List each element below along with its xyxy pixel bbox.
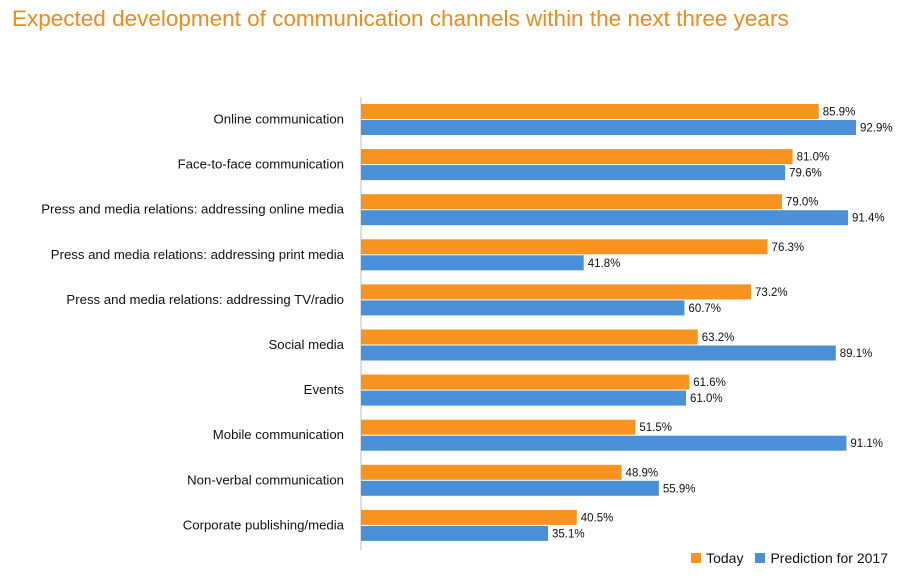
chart-title: Expected development of communication ch… <box>12 6 789 31</box>
category-label: Mobile communication <box>213 427 344 442</box>
bar-today <box>361 329 698 345</box>
legend-label-today: Today <box>706 550 744 566</box>
data-label-today: 81.0% <box>797 152 830 164</box>
data-label-today: 51.5% <box>639 422 672 434</box>
data-label-prediction: 35.1% <box>552 528 585 540</box>
data-label-today: 63.2% <box>702 332 735 344</box>
data-label-today: 73.2% <box>755 287 788 299</box>
bar-prediction <box>361 435 847 451</box>
bar-prediction <box>361 120 856 135</box>
data-label-prediction: 79.6% <box>789 168 822 180</box>
category-label: Face-to-face communication <box>178 157 344 172</box>
legend-label-prediction: Prediction for 2017 <box>770 550 888 566</box>
data-label-today: 76.3% <box>772 242 805 254</box>
bar-prediction <box>361 210 849 226</box>
bar-today <box>361 239 768 255</box>
bar-today <box>361 194 782 210</box>
bar-prediction <box>361 165 786 181</box>
bar-today <box>361 149 793 165</box>
category-label: Press and media relations: addressing pr… <box>51 247 345 262</box>
data-label-prediction: 89.1% <box>840 348 873 360</box>
category-label: Press and media relations: addressing on… <box>41 202 344 217</box>
bar-today <box>361 104 819 119</box>
bar-prediction <box>361 345 836 361</box>
bar-prediction <box>361 480 659 496</box>
data-label-today: 85.9% <box>823 107 856 119</box>
bar-prediction <box>361 525 549 541</box>
legend-item-today: Today <box>691 550 743 566</box>
bar-today <box>361 374 690 390</box>
data-label-prediction: 61.0% <box>690 393 723 405</box>
data-label-today: 61.6% <box>693 377 726 389</box>
data-label-prediction: 91.1% <box>850 438 883 450</box>
data-label-today: 48.9% <box>626 467 659 479</box>
category-label: Online communication <box>214 111 344 126</box>
bar-prediction <box>361 255 584 271</box>
data-label-today: 40.5% <box>581 512 614 524</box>
bar-today <box>361 464 622 480</box>
category-label: Social media <box>269 337 345 352</box>
legend-item-prediction: Prediction for 2017 <box>755 550 888 566</box>
data-label-prediction: 60.7% <box>688 303 721 315</box>
legend-swatch-prediction <box>755 553 766 563</box>
category-label: Events <box>304 382 345 397</box>
data-label-prediction: 55.9% <box>663 483 696 495</box>
bar-today <box>361 284 752 300</box>
bar-today <box>361 509 577 525</box>
bar-today <box>361 419 636 435</box>
legend-swatch-today <box>691 553 702 563</box>
data-label-prediction: 41.8% <box>588 258 621 270</box>
category-label: Non-verbal communication <box>187 472 344 487</box>
category-label: Corporate publishing/media <box>183 517 345 532</box>
legend: Today Prediction for 2017 <box>679 550 888 566</box>
bar-prediction <box>361 390 687 406</box>
data-label-today: 79.0% <box>786 197 819 209</box>
data-label-prediction: 92.9% <box>860 123 893 135</box>
bar-prediction <box>361 300 685 316</box>
category-label: Press and media relations: addressing TV… <box>66 292 344 307</box>
data-label-prediction: 91.4% <box>852 213 885 225</box>
